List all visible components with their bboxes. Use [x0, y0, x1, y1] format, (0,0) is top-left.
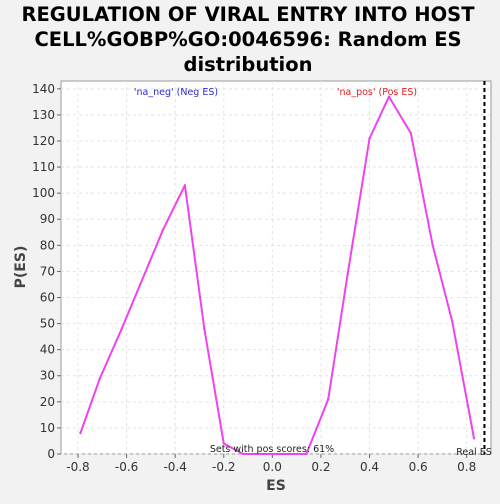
y-tick-label: 10 — [40, 421, 55, 435]
series-point — [79, 431, 82, 435]
legend-neg-label: 'na_neg' (Neg ES) — [134, 87, 218, 98]
x-tick-label: -0.2 — [212, 460, 235, 474]
x-tick-label: 0.2 — [311, 460, 330, 474]
y-tick-label: 20 — [40, 395, 55, 409]
y-tick-label: 110 — [32, 160, 55, 174]
x-tick-label: 0.0 — [263, 460, 282, 474]
x-tick-label: -0.4 — [163, 460, 186, 474]
x-tick-label: -0.8 — [66, 460, 89, 474]
y-tick-label: 30 — [40, 369, 55, 383]
x-tick-label: -0.6 — [115, 460, 138, 474]
y-tick-label: 120 — [32, 134, 55, 148]
y-tick-label: 80 — [40, 238, 55, 252]
y-tick-label: 90 — [40, 212, 55, 226]
series-point — [409, 131, 413, 135]
grid-layer — [61, 81, 491, 455]
legend-pos-label: 'na_pos' (Pos ES) — [337, 87, 417, 98]
real-es-label: Real ES — [456, 447, 492, 458]
plot-area — [60, 80, 492, 455]
series-point — [183, 184, 187, 187]
y-tick-label: 130 — [32, 108, 55, 122]
tick-layer: 0 10 20 30 40 50 60 70 80 90 100 110 120 130 140 -0.8 -0… — [32, 82, 476, 474]
series-point — [305, 452, 308, 456]
series-point — [327, 398, 330, 401]
y-axis-label: P(ES) — [13, 246, 29, 289]
y-tick-label: 0 — [47, 447, 55, 461]
y-tick-label: 60 — [40, 290, 55, 304]
series-point — [222, 442, 225, 445]
series-point — [161, 228, 165, 231]
sets-annotation: Sets with pos scores: 61% — [210, 444, 334, 455]
series-point — [120, 327, 123, 330]
series-point — [472, 437, 476, 440]
y-tick-label: 50 — [40, 317, 55, 331]
chart-title-line-3: distribution — [184, 53, 313, 76]
series-point — [368, 137, 371, 140]
series-point — [346, 272, 349, 276]
y-tick-label: 100 — [32, 186, 55, 200]
series-point — [203, 327, 206, 330]
series-point — [450, 319, 454, 323]
x-tick-label: 0.6 — [409, 460, 428, 474]
x-tick-label: 0.8 — [457, 460, 476, 474]
chart-title-line-2: CELL%GOBP%GO:0046596: Random ES — [34, 28, 461, 51]
y-tick-label: 40 — [40, 343, 55, 357]
series-point — [431, 244, 434, 247]
chart-title-line-1: REGULATION OF VIRAL ENTRY INTO HOST — [21, 3, 475, 26]
y-tick-label: 140 — [32, 82, 55, 96]
y-tick-label: 70 — [40, 264, 55, 278]
series-point — [242, 452, 245, 456]
series-point — [387, 95, 391, 98]
series-point — [98, 377, 102, 380]
x-tick-label: 0.4 — [360, 460, 379, 474]
x-axis-label: ES — [266, 478, 286, 494]
